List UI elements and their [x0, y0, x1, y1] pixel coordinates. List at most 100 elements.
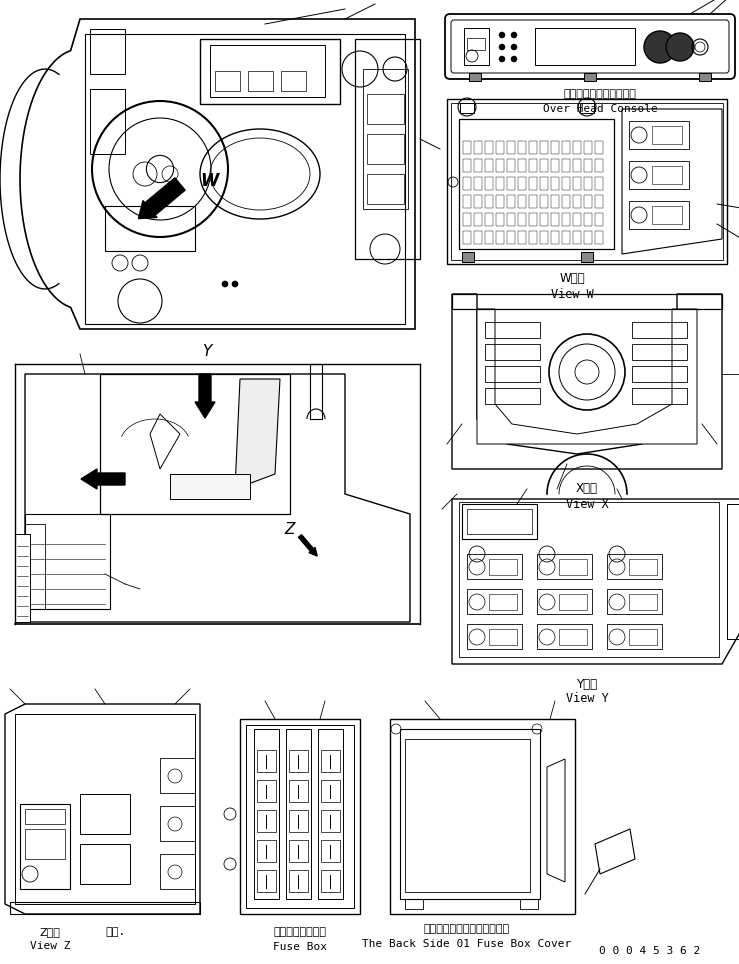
- Bar: [257, 750, 276, 772]
- Bar: [80, 844, 130, 884]
- Polygon shape: [622, 109, 722, 254]
- FancyBboxPatch shape: [451, 20, 729, 73]
- Bar: [10, 902, 200, 914]
- Bar: [463, 213, 471, 226]
- Bar: [573, 213, 581, 226]
- Circle shape: [666, 33, 694, 61]
- Text: The Back Side 01 Fuse Box Cover: The Back Side 01 Fuse Box Cover: [362, 939, 572, 949]
- Text: Fuse Box: Fuse Box: [273, 942, 327, 952]
- Bar: [518, 195, 526, 208]
- Text: View Y: View Y: [565, 692, 608, 706]
- Bar: [607, 624, 662, 649]
- Bar: [562, 177, 570, 190]
- Bar: [537, 624, 592, 649]
- Bar: [25, 514, 110, 609]
- Bar: [551, 195, 559, 208]
- Bar: [321, 840, 340, 862]
- Bar: [652, 206, 682, 224]
- FancyArrow shape: [81, 469, 125, 489]
- Bar: [170, 474, 250, 499]
- Bar: [496, 195, 504, 208]
- Bar: [507, 195, 515, 208]
- Bar: [463, 231, 471, 244]
- Bar: [254, 729, 279, 899]
- Bar: [584, 177, 592, 190]
- Bar: [551, 159, 559, 172]
- Bar: [460, 103, 474, 113]
- Bar: [573, 231, 581, 244]
- Bar: [310, 364, 322, 419]
- Polygon shape: [15, 534, 30, 622]
- Bar: [485, 177, 493, 190]
- Bar: [584, 195, 592, 208]
- Bar: [584, 231, 592, 244]
- Bar: [559, 629, 587, 645]
- Bar: [100, 374, 290, 514]
- Bar: [474, 177, 482, 190]
- Polygon shape: [595, 829, 635, 874]
- Bar: [489, 559, 517, 575]
- Bar: [632, 322, 687, 338]
- Bar: [551, 177, 559, 190]
- Polygon shape: [452, 294, 722, 469]
- Bar: [485, 141, 493, 154]
- Bar: [105, 206, 195, 251]
- Bar: [367, 134, 404, 164]
- Bar: [289, 780, 308, 802]
- Bar: [400, 729, 540, 899]
- Bar: [595, 195, 603, 208]
- Bar: [485, 159, 493, 172]
- Bar: [551, 231, 559, 244]
- Bar: [551, 141, 559, 154]
- Bar: [595, 141, 603, 154]
- Bar: [463, 195, 471, 208]
- Bar: [595, 213, 603, 226]
- Bar: [489, 629, 517, 645]
- Bar: [537, 554, 592, 579]
- Bar: [584, 159, 592, 172]
- Bar: [607, 554, 662, 579]
- Bar: [257, 870, 276, 892]
- Bar: [632, 388, 687, 404]
- Bar: [629, 594, 657, 610]
- Bar: [562, 195, 570, 208]
- Bar: [573, 159, 581, 172]
- Bar: [727, 504, 739, 639]
- Bar: [289, 840, 308, 862]
- Bar: [80, 794, 130, 834]
- Polygon shape: [235, 379, 280, 489]
- Bar: [321, 750, 340, 772]
- Text: オーバヘッドコンソール: オーバヘッドコンソール: [564, 89, 636, 99]
- Bar: [321, 810, 340, 832]
- Bar: [215, 71, 240, 91]
- Text: View X: View X: [565, 497, 608, 511]
- Bar: [321, 870, 340, 892]
- Bar: [452, 294, 722, 309]
- Circle shape: [499, 32, 505, 38]
- Bar: [467, 624, 522, 649]
- Bar: [485, 366, 540, 382]
- Polygon shape: [5, 704, 200, 914]
- Text: Over Head Console: Over Head Console: [542, 104, 658, 114]
- Bar: [467, 509, 532, 534]
- Bar: [496, 141, 504, 154]
- Text: 0 0 0 4 5 3 6 2: 0 0 0 4 5 3 6 2: [599, 946, 700, 956]
- Bar: [632, 366, 687, 382]
- Bar: [507, 177, 515, 190]
- Bar: [451, 103, 723, 260]
- Text: Y: Y: [202, 344, 211, 359]
- Bar: [160, 854, 195, 889]
- Bar: [540, 231, 548, 244]
- Bar: [573, 177, 581, 190]
- Bar: [485, 322, 540, 338]
- Bar: [562, 159, 570, 172]
- Circle shape: [232, 281, 238, 287]
- Bar: [474, 231, 482, 244]
- Text: －　.: － .: [105, 927, 125, 937]
- FancyArrow shape: [195, 374, 215, 418]
- Bar: [469, 73, 481, 81]
- Bar: [595, 159, 603, 172]
- Bar: [405, 739, 530, 892]
- Bar: [462, 252, 474, 262]
- Bar: [485, 344, 540, 360]
